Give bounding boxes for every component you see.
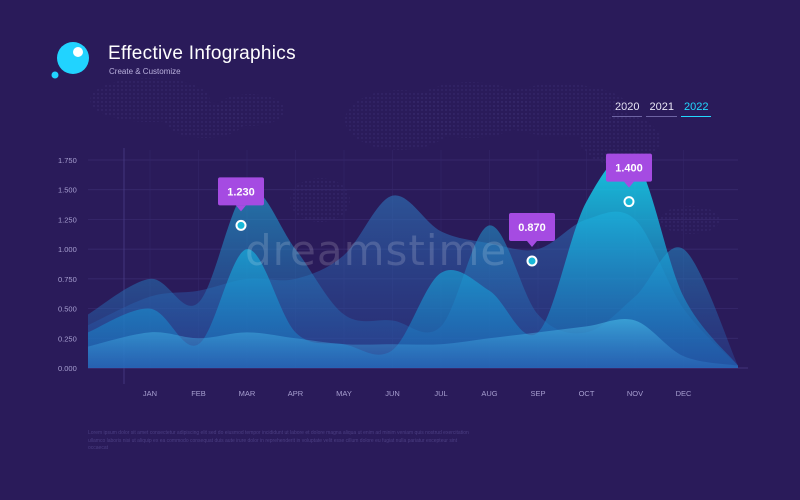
y-tick-label: 0.750 [58, 275, 77, 284]
map-blob [410, 82, 530, 138]
y-tick-label: 0.000 [58, 364, 77, 373]
map-blob [215, 94, 285, 126]
x-tick-label: MAR [239, 389, 256, 398]
fine-print-text: Lorem ipsum dolor sit amet consectetur a… [88, 430, 469, 451]
callout-sep[interactable]: 0.870 [509, 213, 555, 267]
y-tick-label: 0.500 [58, 305, 77, 314]
callout-value: 1.400 [615, 163, 643, 175]
callout-mar[interactable]: 1.230 [218, 177, 264, 231]
y-tick-label: 0.250 [58, 334, 77, 343]
map-blob [290, 178, 350, 222]
x-tick-label: MAY [336, 389, 352, 398]
logo-bubble-icon [51, 42, 89, 79]
callout-pointer [527, 241, 537, 248]
x-tick-label: JUL [434, 389, 447, 398]
x-tick-label: APR [288, 389, 304, 398]
chart-ticks: 0.000 0.250 0.500 0.750 1.000 1.250 1.500 1.750… [58, 156, 692, 398]
callout-nov[interactable]: 1.400 [606, 153, 652, 208]
map-blob [660, 206, 720, 234]
tab-2022[interactable]: 2022 [680, 101, 712, 117]
area-series-base [88, 318, 738, 368]
callout-marker-inner [237, 221, 245, 229]
map-blob [580, 115, 660, 165]
chart-callouts: 1.230 0.870 1.400 [218, 153, 652, 267]
x-tick-label: AUG [481, 389, 497, 398]
callout-pointer [236, 205, 246, 212]
page-subtitle: Create & Customize [109, 67, 181, 76]
callout-box [606, 153, 652, 182]
y-tick-label: 1.500 [58, 186, 77, 195]
world-map-backdrop [90, 78, 720, 234]
x-tick-label: JUN [385, 389, 400, 398]
x-tick-label: OCT [579, 389, 595, 398]
x-tick-label: JAN [143, 389, 157, 398]
watermark: dreamstime [245, 226, 508, 275]
x-tick-label: FEB [191, 389, 206, 398]
chart-areas [88, 155, 738, 368]
callout-box [218, 177, 264, 206]
callout-marker-inner [625, 198, 633, 206]
callout-value: 0.870 [518, 222, 546, 234]
callout-box [509, 213, 555, 242]
area-series-front [88, 155, 738, 368]
y-tick-label: 1.250 [58, 215, 77, 224]
callout-value: 1.230 [227, 186, 255, 198]
y-tick-label: 1.750 [58, 156, 77, 165]
page-title: Effective Infographics [108, 43, 296, 64]
x-tick-label: SEP [530, 389, 545, 398]
callout-marker-inner [528, 257, 536, 265]
y-tick-label: 1.000 [58, 245, 77, 254]
x-tick-label: NOV [627, 389, 643, 398]
tab-2021[interactable]: 2021 [646, 101, 677, 117]
x-tick-label: DEC [676, 389, 692, 398]
callout-pointer [624, 181, 634, 188]
